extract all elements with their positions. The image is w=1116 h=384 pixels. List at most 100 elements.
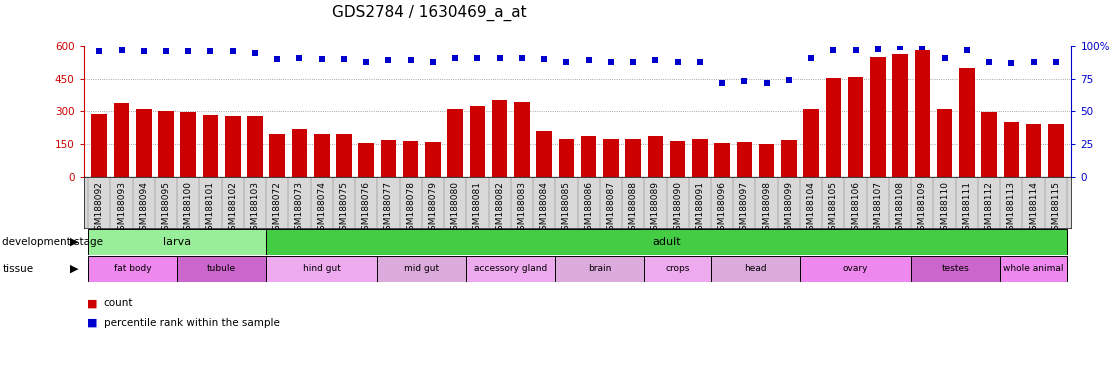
Bar bbox=[826, 78, 841, 177]
Text: GSM188075: GSM188075 bbox=[339, 181, 348, 236]
Point bbox=[224, 48, 242, 55]
Text: accessory gland: accessory gland bbox=[474, 264, 548, 273]
Point bbox=[579, 57, 597, 63]
Bar bbox=[291, 129, 307, 177]
Text: count: count bbox=[104, 298, 133, 308]
Bar bbox=[158, 111, 174, 177]
Point bbox=[290, 55, 308, 61]
Bar bbox=[269, 134, 285, 177]
Text: GSM188089: GSM188089 bbox=[651, 181, 660, 236]
Bar bbox=[225, 116, 241, 177]
Bar bbox=[804, 109, 819, 177]
Text: GSM188096: GSM188096 bbox=[718, 181, 727, 236]
Text: ■: ■ bbox=[87, 318, 97, 328]
Text: GSM188092: GSM188092 bbox=[95, 181, 104, 236]
Text: development stage: development stage bbox=[2, 237, 104, 247]
Point bbox=[892, 44, 910, 50]
Text: GSM188081: GSM188081 bbox=[473, 181, 482, 236]
Text: fat body: fat body bbox=[114, 264, 152, 273]
Bar bbox=[377, 256, 466, 282]
Bar bbox=[425, 142, 441, 177]
Bar bbox=[177, 256, 266, 282]
Text: GSM188082: GSM188082 bbox=[496, 181, 504, 236]
Text: GSM188108: GSM188108 bbox=[895, 181, 905, 236]
Text: GSM188114: GSM188114 bbox=[1029, 181, 1038, 236]
Point bbox=[446, 55, 464, 61]
Text: GSM188100: GSM188100 bbox=[184, 181, 193, 236]
Text: GSM188113: GSM188113 bbox=[1007, 181, 1016, 236]
Bar bbox=[714, 143, 730, 177]
Text: GSM188095: GSM188095 bbox=[162, 181, 171, 236]
Text: larva: larva bbox=[163, 237, 191, 247]
Point bbox=[357, 59, 375, 65]
Bar bbox=[644, 256, 711, 282]
Bar bbox=[870, 57, 886, 177]
Bar bbox=[203, 114, 219, 177]
Text: ■: ■ bbox=[87, 298, 97, 308]
Text: GSM188074: GSM188074 bbox=[317, 181, 326, 236]
Bar bbox=[580, 136, 596, 177]
Bar bbox=[911, 256, 1000, 282]
Point bbox=[312, 56, 330, 62]
Point bbox=[157, 48, 175, 55]
Bar bbox=[470, 106, 485, 177]
Point bbox=[691, 59, 709, 65]
Point bbox=[624, 59, 642, 65]
Text: GSM188077: GSM188077 bbox=[384, 181, 393, 236]
Bar bbox=[537, 131, 552, 177]
Point bbox=[668, 59, 686, 65]
Text: head: head bbox=[744, 264, 767, 273]
Bar bbox=[1003, 122, 1019, 177]
Point bbox=[491, 55, 509, 61]
Text: GSM188091: GSM188091 bbox=[695, 181, 704, 236]
Point bbox=[780, 77, 798, 83]
Text: GSM188076: GSM188076 bbox=[362, 181, 371, 236]
Text: adult: adult bbox=[652, 237, 681, 247]
Bar bbox=[336, 134, 352, 177]
Text: GSM188083: GSM188083 bbox=[518, 181, 527, 236]
Text: hind gut: hind gut bbox=[302, 264, 340, 273]
Point bbox=[602, 59, 619, 65]
Text: GSM188084: GSM188084 bbox=[540, 181, 549, 236]
Text: GSM188105: GSM188105 bbox=[829, 181, 838, 236]
Point bbox=[402, 57, 420, 63]
Text: GSM188101: GSM188101 bbox=[206, 181, 215, 236]
Point bbox=[735, 78, 753, 84]
Bar bbox=[492, 101, 508, 177]
Text: GSM188088: GSM188088 bbox=[628, 181, 637, 236]
Point bbox=[1002, 60, 1020, 66]
Text: GSM188102: GSM188102 bbox=[229, 181, 238, 236]
Bar bbox=[670, 141, 685, 177]
Point bbox=[713, 79, 731, 86]
Point bbox=[980, 59, 998, 65]
Bar bbox=[88, 229, 266, 255]
Bar bbox=[556, 256, 644, 282]
Text: GSM188099: GSM188099 bbox=[785, 181, 793, 236]
Bar bbox=[936, 109, 952, 177]
Bar bbox=[1026, 124, 1041, 177]
Bar bbox=[893, 54, 907, 177]
Bar bbox=[711, 256, 800, 282]
Point bbox=[379, 57, 397, 63]
Bar bbox=[381, 140, 396, 177]
Point bbox=[1047, 59, 1065, 65]
Text: GSM188112: GSM188112 bbox=[984, 181, 993, 236]
Bar bbox=[692, 139, 708, 177]
Bar bbox=[759, 144, 775, 177]
Text: whole animal: whole animal bbox=[1003, 264, 1064, 273]
Bar bbox=[266, 256, 377, 282]
Text: GSM188090: GSM188090 bbox=[673, 181, 682, 236]
Bar bbox=[114, 103, 129, 177]
Text: ▶: ▶ bbox=[69, 237, 78, 247]
Text: GSM188086: GSM188086 bbox=[584, 181, 593, 236]
Bar bbox=[266, 229, 1067, 255]
Bar bbox=[959, 68, 974, 177]
Point bbox=[536, 56, 554, 62]
Text: GSM188098: GSM188098 bbox=[762, 181, 771, 236]
Text: GSM188093: GSM188093 bbox=[117, 181, 126, 236]
Text: GSM188087: GSM188087 bbox=[606, 181, 615, 236]
Bar bbox=[248, 116, 262, 177]
Bar bbox=[403, 141, 418, 177]
Bar bbox=[466, 256, 556, 282]
Text: GSM188110: GSM188110 bbox=[940, 181, 949, 236]
